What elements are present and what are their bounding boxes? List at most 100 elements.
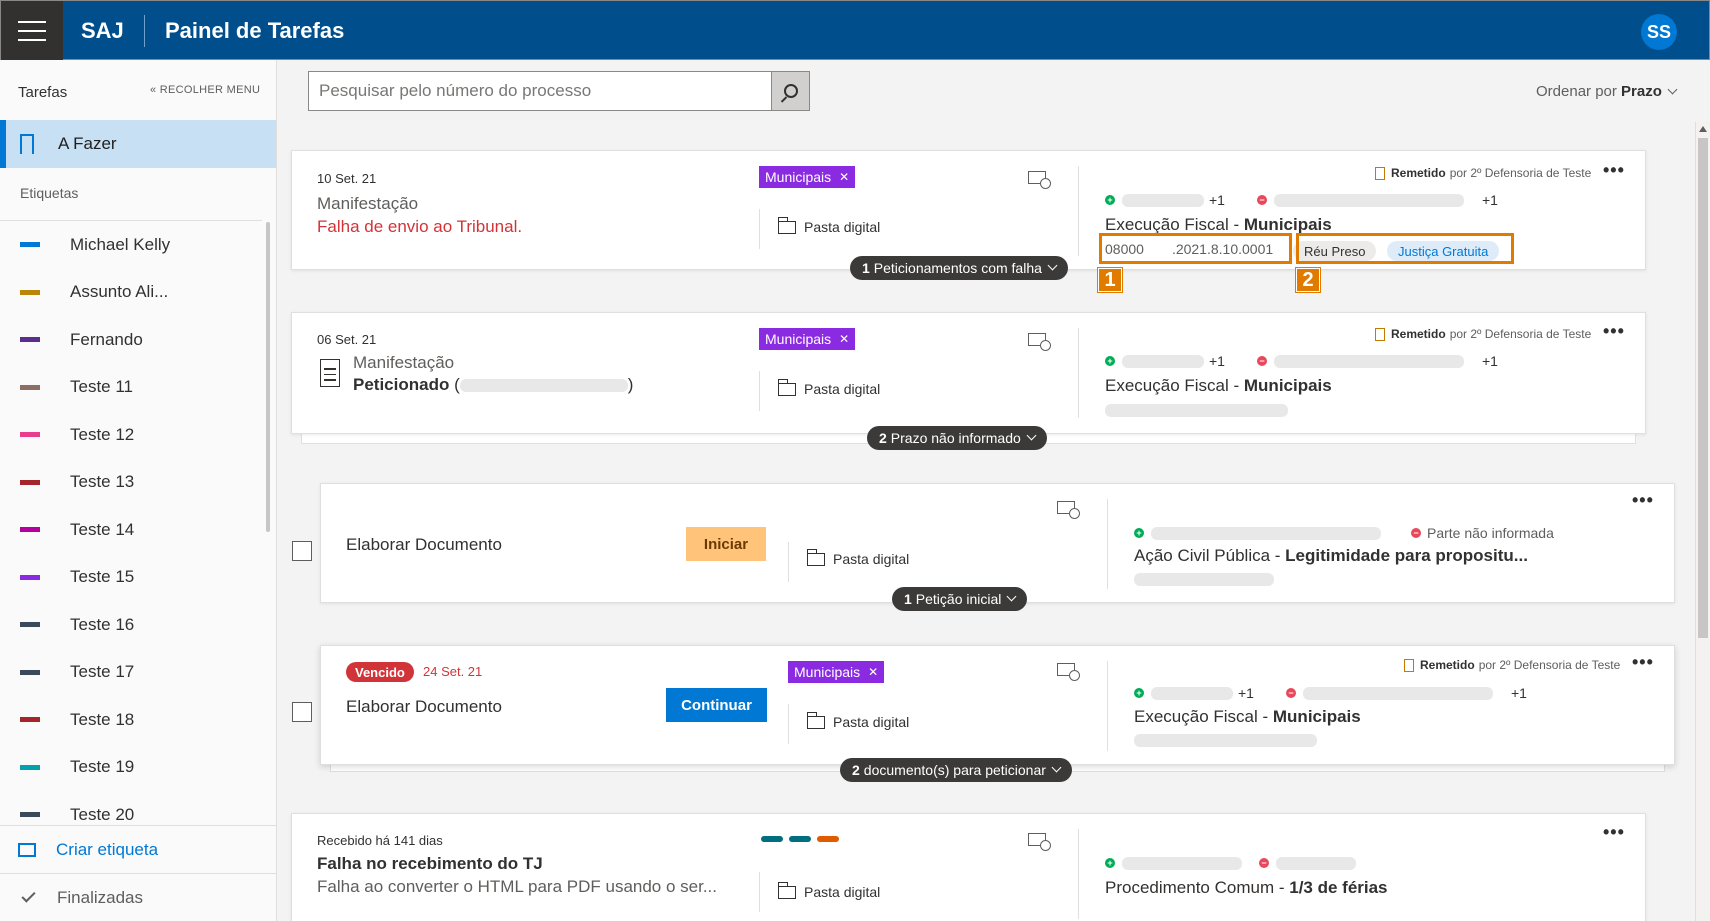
- sidebar-tag-item[interactable]: Teste 14: [0, 506, 262, 554]
- bookmark-icon: [20, 134, 34, 154]
- search-button[interactable]: [772, 71, 810, 111]
- task-card[interactable]: Recebido há 141 dias Falha no recebiment…: [291, 813, 1646, 921]
- remove-tag-icon[interactable]: ✕: [839, 332, 850, 346]
- task-card[interactable]: Elaborar Documento Iniciar Pasta digital…: [320, 483, 1675, 603]
- add-deadline-icon[interactable]: [1028, 171, 1051, 189]
- sidebar-tag-item[interactable]: Teste 18: [0, 696, 262, 744]
- add-deadline-icon[interactable]: [1028, 333, 1051, 351]
- sidebar-tag-item[interactable]: Teste 17: [0, 649, 262, 697]
- expand-group-button[interactable]: 2 documento(s) para peticionar: [840, 758, 1072, 782]
- remove-tag-icon[interactable]: ✕: [839, 170, 850, 184]
- expand-group-button[interactable]: 1 Peticionamentos com falha: [850, 256, 1068, 280]
- minus-circle-icon: −: [1286, 688, 1296, 698]
- task-card[interactable]: 10 Set. 21 Manifestação Falha de envio a…: [291, 150, 1646, 270]
- task-card[interactable]: 06 Set. 21 Manifestação Peticionado () M…: [291, 312, 1646, 434]
- collapse-menu-button[interactable]: « RECOLHER MENU: [150, 84, 260, 96]
- pasta-digital-link[interactable]: Pasta digital: [777, 881, 880, 900]
- redacted-text: [459, 379, 628, 392]
- pasta-digital-link[interactable]: Pasta digital: [777, 378, 881, 397]
- tag-chip-label: Municipais: [765, 169, 832, 185]
- classe-label: Procedimento Comum: [1105, 878, 1275, 897]
- task-checkbox[interactable]: [292, 541, 312, 561]
- minus-circle-icon: −: [1411, 528, 1421, 538]
- minus-circle-icon: −: [1257, 356, 1267, 366]
- task-type: Manifestação: [353, 353, 455, 372]
- more-options-icon[interactable]: •••: [1603, 160, 1625, 180]
- sort-dropdown[interactable]: Ordenar por Prazo: [1536, 83, 1678, 100]
- tag-color-swatch: [20, 622, 40, 628]
- tag-chip[interactable]: Municipais ✕: [788, 661, 885, 683]
- sidebar-item-finalizadas[interactable]: Finalizadas: [0, 873, 276, 921]
- tag-list: Michael Kelly Assunto Ali... Fernando Teste…: [0, 220, 262, 820]
- task-status-label: Peticionado: [353, 375, 450, 394]
- minus-circle-icon: −: [1257, 195, 1267, 205]
- pasta-digital-link[interactable]: Pasta digital: [806, 548, 909, 567]
- remove-tag-icon[interactable]: ✕: [868, 665, 879, 679]
- continuar-button[interactable]: Continuar: [666, 688, 767, 722]
- expand-count: 2: [852, 762, 860, 778]
- more-options-icon[interactable]: •••: [1603, 822, 1625, 842]
- more-options-icon[interactable]: •••: [1603, 321, 1625, 341]
- brand-logo[interactable]: SAJ: [81, 18, 124, 43]
- pasta-digital-link[interactable]: Pasta digital: [777, 216, 880, 235]
- annotation-box-1: [1099, 233, 1292, 264]
- assunto-label: Municipais: [1243, 376, 1332, 395]
- iniciar-button[interactable]: Iniciar: [686, 527, 766, 561]
- hamburger-menu-button[interactable]: [1, 1, 63, 61]
- divider: [759, 872, 760, 912]
- sidebar-tag-item[interactable]: Teste 15: [0, 554, 262, 602]
- plus-circle-icon: +: [1105, 356, 1115, 366]
- main-scrollbar-thumb[interactable]: [1698, 138, 1708, 638]
- sidebar-tag-label: Teste 20: [70, 804, 135, 820]
- add-deadline-icon[interactable]: [1057, 663, 1080, 681]
- scroll-up-arrow-icon[interactable]: [1699, 126, 1707, 132]
- add-deadline-icon[interactable]: [1057, 501, 1080, 519]
- sidebar-scrollbar[interactable]: [266, 222, 270, 532]
- sidebar-tag-item[interactable]: Teste 13: [0, 459, 262, 507]
- task-card[interactable]: Vencido 24 Set. 21 Elaborar Documento Co…: [320, 645, 1675, 765]
- party-count: +1: [1209, 353, 1225, 369]
- pasta-digital-label: Pasta digital: [804, 381, 881, 397]
- chevron-down-icon: [1026, 430, 1037, 440]
- document-icon: [1375, 166, 1385, 180]
- chevron-down-icon: [1667, 84, 1678, 95]
- sidebar-tag-item[interactable]: Assunto Ali...: [0, 269, 262, 317]
- sidebar-tag-item[interactable]: Teste 19: [0, 744, 262, 792]
- tag-color-bar: [817, 836, 839, 842]
- expand-group-button[interactable]: 2 Prazo não informado: [867, 426, 1047, 450]
- sidebar-item-a-fazer[interactable]: A Fazer: [0, 120, 276, 168]
- process-number[interactable]: 08000 .2021.8.10.0001: [1105, 241, 1273, 257]
- collapse-menu-label: RECOLHER MENU: [159, 84, 261, 96]
- remetido-info: Remetido por 2º Defensoria de Teste: [1404, 658, 1620, 672]
- divider: [1078, 166, 1079, 256]
- paren-open: (: [454, 375, 460, 394]
- remetido-by: por 2º Defensoria de Teste: [1449, 166, 1592, 180]
- tag-chip[interactable]: Municipais ✕: [759, 328, 856, 350]
- search-input[interactable]: Pesquisar pelo número do processo: [308, 71, 772, 111]
- sidebar-tag-item[interactable]: Teste 12: [0, 411, 262, 459]
- sidebar-tag-label: Teste 16: [70, 614, 135, 634]
- create-tag-button[interactable]: Criar etiqueta: [0, 825, 276, 873]
- sidebar-tag-item[interactable]: Fernando: [0, 316, 262, 364]
- pasta-digital-label: Pasta digital: [833, 714, 910, 730]
- folder-icon: [806, 711, 825, 729]
- user-avatar[interactable]: SS: [1641, 14, 1677, 50]
- task-status: Peticionado (): [353, 375, 633, 395]
- task-checkbox[interactable]: [292, 702, 312, 722]
- sidebar-tag-label: Teste 19: [70, 757, 135, 777]
- add-deadline-icon[interactable]: [1028, 833, 1051, 851]
- sidebar-tag-item[interactable]: Michael Kelly: [0, 221, 262, 269]
- sidebar-item-label: A Fazer: [58, 134, 117, 153]
- expand-group-button[interactable]: 1 Petição inicial: [892, 587, 1028, 611]
- more-options-icon[interactable]: •••: [1632, 490, 1654, 510]
- sidebar-tag-label: Teste 14: [70, 519, 135, 539]
- sidebar-tag-item[interactable]: Teste 20: [0, 791, 262, 820]
- expand-count: 1: [904, 591, 912, 607]
- more-options-icon[interactable]: •••: [1632, 652, 1654, 672]
- sidebar-tag-item[interactable]: Teste 11: [0, 364, 262, 412]
- task-date: 24 Set. 21: [423, 664, 483, 679]
- remetido-by: por 2º Defensoria de Teste: [1449, 327, 1592, 341]
- sidebar-tag-item[interactable]: Teste 16: [0, 601, 262, 649]
- pasta-digital-link[interactable]: Pasta digital: [806, 711, 910, 730]
- tag-chip[interactable]: Municipais ✕: [759, 166, 856, 188]
